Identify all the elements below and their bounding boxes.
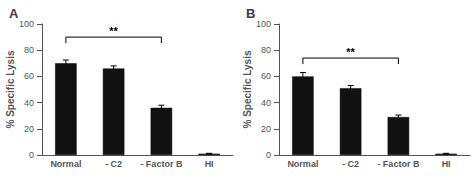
svg-text:0: 0	[29, 150, 34, 160]
svg-text:20: 20	[24, 124, 34, 134]
svg-text:**: **	[346, 46, 355, 58]
svg-text:A: A	[9, 6, 19, 21]
svg-text:40: 40	[24, 98, 34, 108]
svg-text:100: 100	[19, 19, 34, 29]
svg-text:Normal: Normal	[287, 159, 318, 169]
svg-text:- C2: - C2	[105, 159, 122, 169]
svg-text:Normal: Normal	[50, 159, 81, 169]
svg-text:20: 20	[261, 124, 271, 134]
svg-text:HI: HI	[442, 159, 451, 169]
svg-text:% Specific Lysis: % Specific Lysis	[5, 50, 16, 128]
svg-text:- Factor B: - Factor B	[140, 159, 183, 169]
svg-text:- C2: - C2	[342, 159, 359, 169]
svg-text:% Specific Lysis: % Specific Lysis	[242, 50, 253, 128]
svg-text:**: **	[109, 25, 118, 37]
svg-text:- Factor B: - Factor B	[377, 159, 420, 169]
svg-text:B: B	[246, 6, 255, 21]
svg-text:60: 60	[261, 71, 271, 81]
svg-text:80: 80	[24, 45, 34, 55]
svg-text:40: 40	[261, 98, 271, 108]
svg-text:60: 60	[24, 71, 34, 81]
svg-text:100: 100	[256, 19, 271, 29]
svg-text:0: 0	[266, 150, 271, 160]
svg-text:HI: HI	[205, 159, 214, 169]
svg-text:80: 80	[261, 45, 271, 55]
